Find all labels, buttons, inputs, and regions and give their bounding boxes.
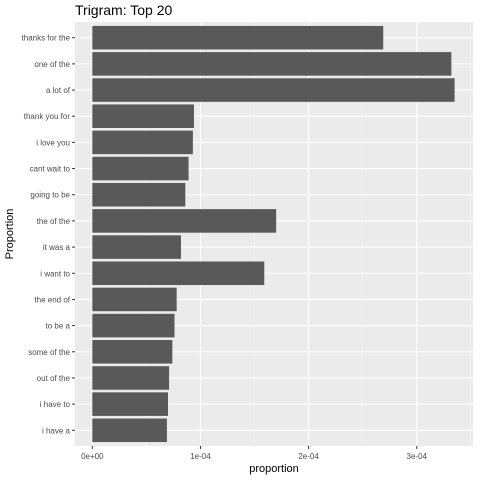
bar (92, 313, 175, 338)
bar (92, 261, 265, 286)
y-tick-label: a lot of (46, 86, 71, 95)
y-tick-label: thanks for the (22, 34, 71, 43)
bar (92, 52, 452, 76)
chart-title: Trigram: Top 20 (75, 2, 172, 18)
x-tick-label: 1e-04 (190, 452, 211, 461)
y-tick-label: i want to (40, 269, 70, 278)
y-tick-label: the of the (37, 217, 71, 226)
bar (92, 25, 384, 50)
x-axis-ticks: 0e+00 1e-04 2e-04 3e-04 (81, 446, 428, 461)
x-tick-label: 2e-04 (298, 452, 319, 461)
y-tick-label: it was a (43, 243, 71, 252)
bar (92, 366, 170, 390)
bar (92, 130, 193, 155)
x-tick-label: 0e+00 (81, 452, 104, 461)
x-tick-label: 3e-04 (407, 452, 428, 461)
y-axis-ticks: thanks for the one of the a lot of thank yo… (22, 34, 75, 435)
y-tick-label: thank you for (24, 112, 71, 121)
bar (92, 287, 177, 312)
y-axis-title: Proportion (4, 209, 16, 260)
bar (92, 235, 181, 259)
bar (92, 209, 277, 233)
y-tick-label: going to be (30, 191, 70, 200)
y-tick-label: i have a (42, 426, 71, 435)
y-tick-label: to be a (46, 322, 71, 331)
y-tick-label: i love you (36, 138, 70, 147)
x-axis-title: proportion (249, 463, 299, 475)
y-tick-label: some of the (28, 348, 70, 357)
y-tick-label: i have to (40, 400, 71, 409)
bar (92, 156, 189, 181)
bar (92, 418, 167, 443)
bars (92, 25, 455, 443)
y-tick-label: the end of (34, 295, 70, 304)
bar (92, 78, 455, 102)
bar (92, 182, 186, 207)
y-tick-label: one of the (34, 60, 70, 69)
y-tick-label: cant wait to (30, 165, 71, 174)
bar (92, 340, 173, 364)
bar (92, 104, 194, 128)
y-tick-label: out of the (37, 374, 71, 383)
bar (92, 392, 169, 416)
